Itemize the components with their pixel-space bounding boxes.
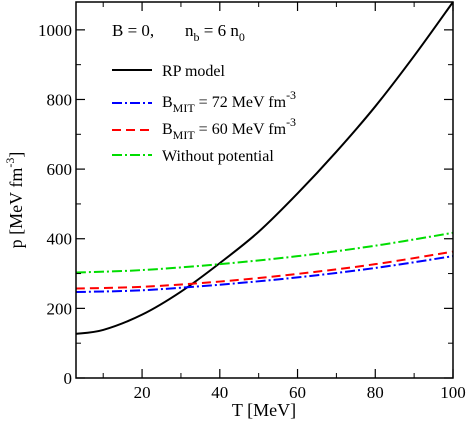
legend-bmit72-rest: = 72 MeV fm bbox=[195, 94, 287, 111]
x-tick-label: 20 bbox=[134, 383, 151, 402]
y-tick-label: 0 bbox=[64, 369, 73, 388]
legend-label-bmit72: BMIT = 72 MeV fm-3 bbox=[162, 88, 296, 115]
y-tick-label: 400 bbox=[47, 230, 73, 249]
legend-label-without-potential: Without potential bbox=[162, 148, 274, 165]
annotation-field: B = 0, bbox=[112, 21, 154, 40]
series-line-0 bbox=[75, 1, 454, 335]
annotation-n-sub: b bbox=[194, 30, 200, 44]
x-tick-label: 80 bbox=[367, 383, 384, 402]
y-axis-title: p [MeV fm-3] bbox=[3, 152, 26, 249]
plot-frame bbox=[75, 1, 454, 379]
y-tick-label: 800 bbox=[47, 90, 73, 109]
y-axis: 0 200 400 600 800 1000 bbox=[38, 21, 453, 388]
legend-bmit72-sup: -3 bbox=[286, 88, 296, 102]
y-axis-title-sup: -3 bbox=[3, 158, 17, 168]
annotation-n: n bbox=[185, 21, 194, 40]
legend-bmit60-main: B bbox=[162, 121, 173, 138]
legend-label-bmit60: BMIT = 60 MeV fm-3 bbox=[162, 115, 296, 142]
annotation-density: nb = 6 n0 bbox=[185, 21, 245, 44]
legend-label-rp: RP model bbox=[162, 63, 226, 80]
series-line-2 bbox=[75, 250, 454, 290]
annotation-n-eq: = 6 n bbox=[200, 21, 240, 40]
legend-bmit60-sub: MIT bbox=[173, 128, 196, 142]
legend-bmit72-main: B bbox=[162, 94, 173, 111]
x-axis-title: T [MeV] bbox=[232, 400, 296, 420]
y-tick-label: 600 bbox=[47, 160, 73, 179]
y-axis-title-close: ] bbox=[6, 152, 26, 158]
annotation-n0-sub: 0 bbox=[239, 30, 245, 44]
x-tick-label: 60 bbox=[289, 383, 306, 402]
plot-area bbox=[75, 1, 454, 335]
series-line-1 bbox=[75, 255, 454, 294]
x-tick-label: 100 bbox=[440, 383, 466, 402]
y-tick-label: 200 bbox=[47, 299, 73, 318]
y-tick-label: 1000 bbox=[38, 21, 72, 40]
legend: RP model BMIT = 72 MeV fm-3 BMIT = 60 Me… bbox=[112, 63, 296, 165]
legend-bmit60-rest: = 60 MeV fm bbox=[195, 121, 287, 138]
x-axis: 20 40 60 80 100 bbox=[102, 2, 466, 402]
x-tick-label: 40 bbox=[211, 383, 228, 402]
y-axis-title-main: p [MeV fm bbox=[6, 168, 26, 249]
legend-bmit60-sup: -3 bbox=[286, 115, 296, 129]
series-line-3 bbox=[75, 231, 454, 274]
legend-bmit72-sub: MIT bbox=[173, 101, 196, 115]
